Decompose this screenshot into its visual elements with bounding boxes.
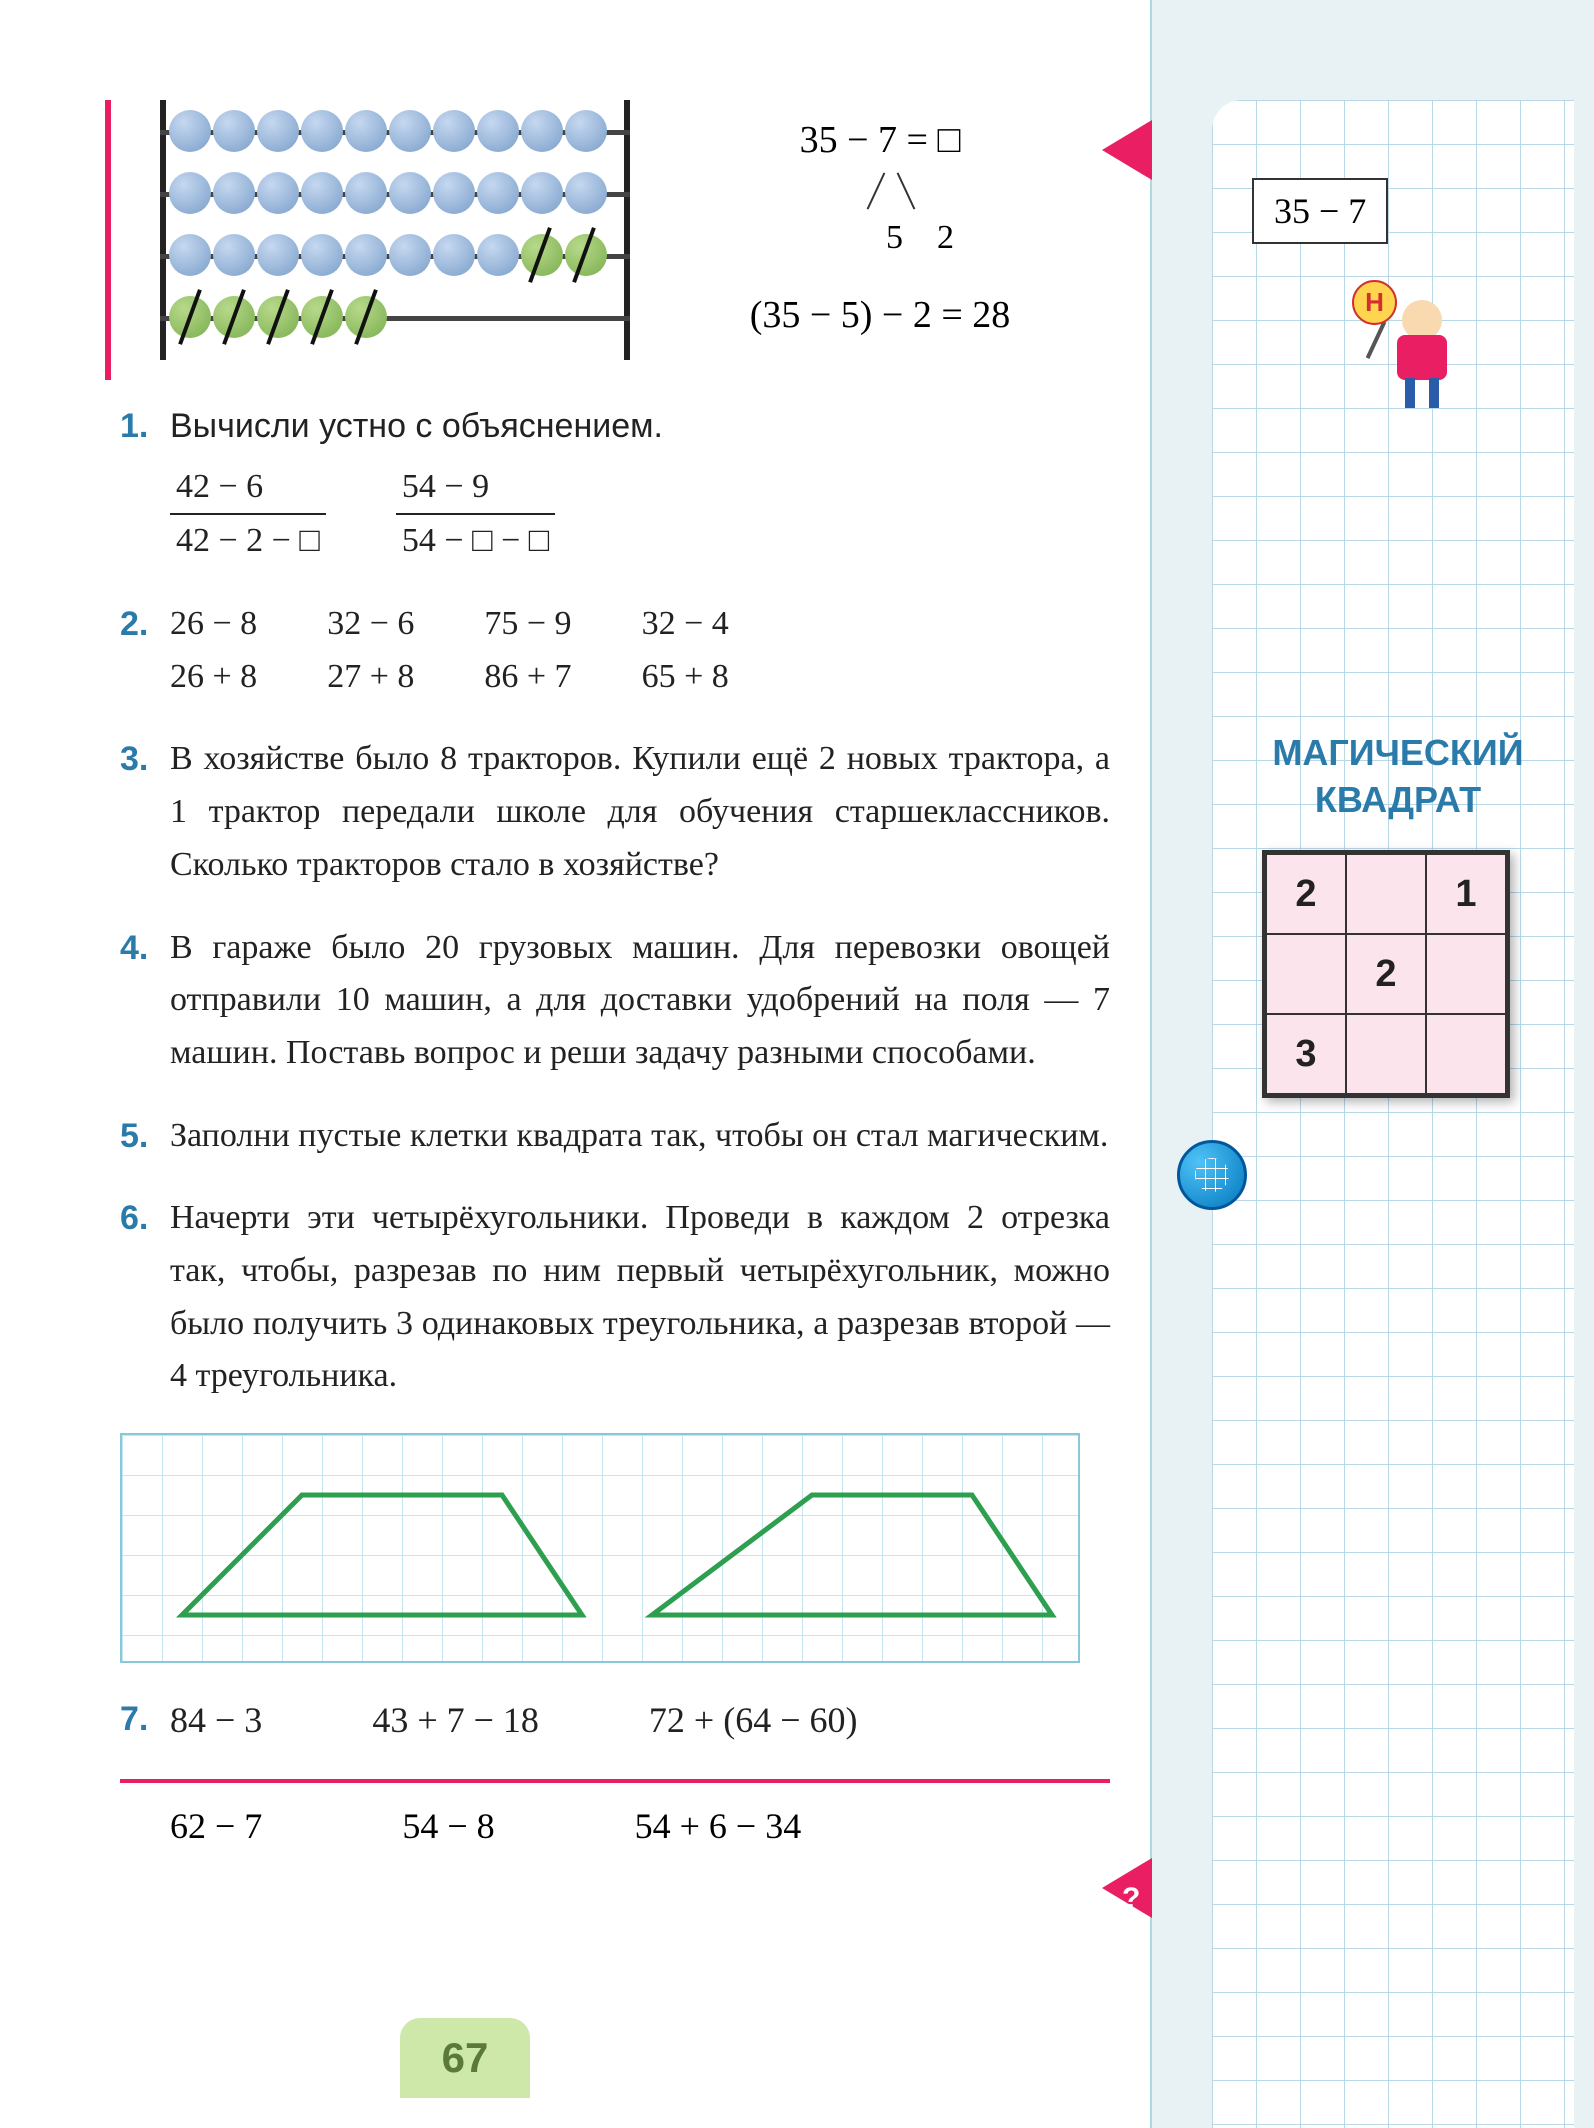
ex2-c2b: 27 + 8 [327, 651, 414, 704]
ex3-text: В хозяйстве было 8 тракторов. Купили ещё… [170, 733, 1110, 891]
ex6-text: Начерти эти четырёхугольники. Проведи в … [170, 1192, 1110, 1403]
ex5-num: 5. [120, 1110, 170, 1163]
bot-c: 54 + 6 − 34 [635, 1805, 802, 1847]
ms-12 [1426, 934, 1506, 1014]
exercise-3: 3. В хозяйстве было 8 тракторов. Купили … [120, 733, 1110, 891]
ex2-c3b: 86 + 7 [484, 651, 571, 704]
magic-square-title: МАГИЧЕСКИЙ КВАДРАТ [1242, 730, 1554, 824]
ex1-c1-top: 42 − 6 [170, 461, 326, 516]
split-left: 5 [886, 219, 903, 256]
accent-bar [105, 100, 111, 380]
ex7-b: 43 + 7 − 18 [372, 1693, 539, 1749]
main-content: 35 − 7 = □ 5 2 (35 − 5) − 2 = 28 1. Вычи… [0, 0, 1150, 2128]
exercise-2: 2. 26 − 826 + 8 32 − 627 + 8 75 − 986 + … [120, 598, 1110, 703]
ex2-c2a: 32 − 6 [327, 598, 414, 651]
page-number: 67 [400, 2018, 530, 2098]
ex2-c3a: 75 − 9 [484, 598, 571, 651]
exercise-7: 7. 84 − 3 43 + 7 − 18 72 + (64 − 60) [120, 1693, 1110, 1749]
ex1-num: 1. [120, 400, 170, 568]
ex2-c4a: 32 − 4 [642, 598, 729, 651]
ex2-num: 2. [120, 598, 170, 703]
ms-11: 2 [1346, 934, 1426, 1014]
ms-21 [1346, 1014, 1426, 1094]
sidebar-expression: 35 − 7 [1252, 178, 1388, 244]
ms-20: 3 [1266, 1014, 1346, 1094]
bottom-row: 62 − 7 54 − 8 54 + 6 − 34 [170, 1805, 1110, 1847]
ex3-num: 3. [120, 733, 170, 891]
exercise-4: 4. В гараже было 20 грузовых машин. Для … [120, 922, 1110, 1080]
ex2-c1a: 26 − 8 [170, 598, 257, 651]
ex2-c4b: 65 + 8 [642, 651, 729, 704]
geometry-grid [120, 1433, 1080, 1663]
pointer-top-icon [1102, 120, 1152, 180]
ms-01 [1346, 854, 1426, 934]
magic-square: 2 1 2 3 [1262, 850, 1510, 1098]
ms-10 [1266, 934, 1346, 1014]
ms-22 [1426, 1014, 1506, 1094]
ex1-c2-bot: 54 − □ − □ [396, 515, 555, 568]
ex1-c2-top: 54 − 9 [396, 461, 555, 516]
ex7-c: 72 + (64 − 60) [649, 1693, 858, 1749]
worked-example: 35 − 7 = □ 5 2 (35 − 5) − 2 = 28 [690, 100, 1070, 360]
bot-a: 62 − 7 [170, 1805, 262, 1847]
exercise-1: 1. Вычисли устно с объяснением. 42 − 6 4… [120, 400, 1110, 568]
abacus-area: 35 − 7 = □ 5 2 (35 − 5) − 2 = 28 [120, 100, 1110, 360]
question-mark-icon: ? [1122, 1882, 1140, 1916]
ex1-c1-bot: 42 − 2 − □ [170, 515, 326, 568]
bot-b: 54 − 8 [402, 1805, 494, 1847]
character-icon: Н [1362, 290, 1482, 430]
ex2-c1b: 26 + 8 [170, 651, 257, 704]
ms-00: 2 [1266, 854, 1346, 934]
trapezoid-1 [142, 1455, 602, 1635]
ms-02: 1 [1426, 854, 1506, 934]
ex4-text: В гараже было 20 грузовых машин. Для пер… [170, 922, 1110, 1080]
ex7-a: 84 − 3 [170, 1693, 262, 1749]
split-right: 2 [937, 219, 954, 256]
grid-circle-icon [1177, 1140, 1247, 1210]
sidebar: ? 35 − 7 Н МАГИЧЕСКИЙ КВАДРАТ 2 1 2 [1150, 0, 1594, 2128]
ex6-num: 6. [120, 1192, 170, 1403]
ex7-num: 7. [120, 1693, 170, 1749]
example-eq1: 35 − 7 = □ [690, 110, 1070, 171]
trapezoid-2 [612, 1455, 1072, 1635]
exercise-5: 5. Заполни пустые клетки квадрата так, ч… [120, 1110, 1110, 1163]
abacus [160, 100, 630, 360]
magic-title-2: КВАДРАТ [1242, 777, 1554, 824]
exercise-6: 6. Начерти эти четырёхугольники. Проведи… [120, 1192, 1110, 1403]
magic-title-1: МАГИЧЕСКИЙ [1242, 730, 1554, 777]
ex4-num: 4. [120, 922, 170, 1080]
ex1-title: Вычисли устно с объяснением. [170, 400, 1110, 453]
character-sign: Н [1352, 280, 1397, 325]
divider [120, 1779, 1110, 1783]
example-eq2: (35 − 5) − 2 = 28 [690, 285, 1070, 346]
ex5-text: Заполни пустые клетки квадрата так, чтоб… [170, 1110, 1110, 1163]
